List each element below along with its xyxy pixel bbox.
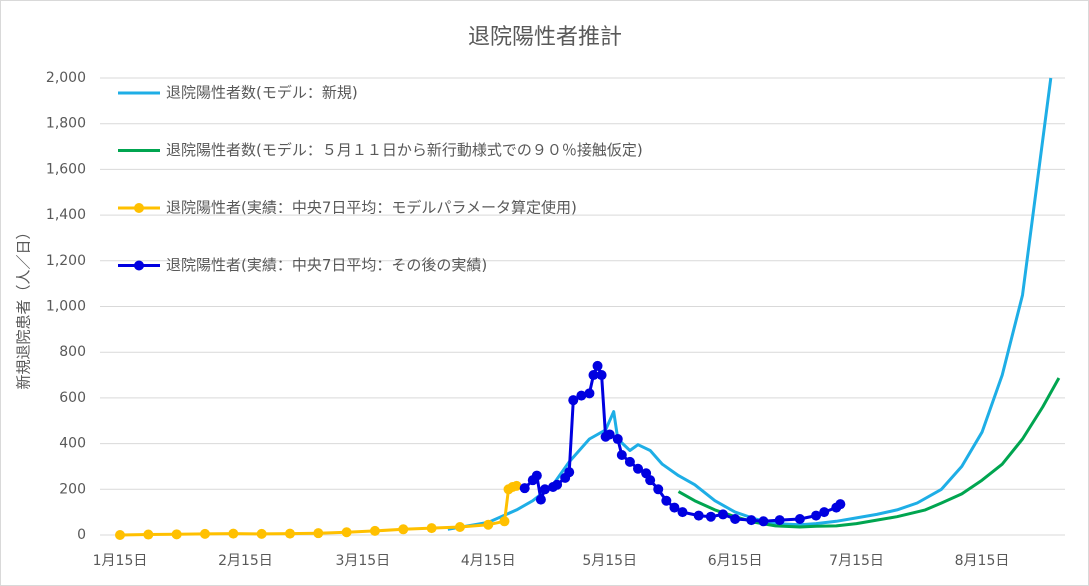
x-tick-label: 4月15日 <box>461 553 516 569</box>
data-point <box>171 529 182 540</box>
data-point <box>576 390 587 401</box>
data-point <box>758 516 769 527</box>
data-point <box>661 495 672 506</box>
legend-label: 退院陽性者(実績：中央7日平均：モデルパラメータ算定使用) <box>166 199 577 217</box>
x-tick-label: 8月15日 <box>955 553 1010 569</box>
data-point <box>705 511 716 522</box>
data-point <box>612 434 623 445</box>
data-point <box>199 528 210 539</box>
data-point <box>143 529 154 540</box>
data-point <box>794 514 805 525</box>
legend-label: 退院陽性者数(モデル：新規) <box>166 84 358 102</box>
chart-title: 退院陽性者推計 <box>468 25 622 50</box>
data-point <box>669 502 680 513</box>
data-point <box>115 530 125 540</box>
data-point <box>774 515 785 526</box>
data-point <box>596 370 607 381</box>
y-tick-label: 1,600 <box>46 161 86 177</box>
y-tick-label: 0 <box>77 527 86 543</box>
y-tick-label: 1,000 <box>46 299 86 315</box>
data-point <box>592 360 603 371</box>
x-tick-label: 5月15日 <box>582 553 637 569</box>
data-point <box>499 516 510 527</box>
legend-label: 退院陽性者(実績：中央7日平均：その後の実績) <box>166 256 487 274</box>
data-point <box>624 456 635 467</box>
data-point <box>568 395 579 406</box>
legend-marker <box>134 203 144 213</box>
data-point <box>633 463 644 474</box>
data-point <box>564 467 575 478</box>
data-point <box>511 480 522 491</box>
x-tick-label: 2月15日 <box>218 553 273 569</box>
data-point <box>653 484 664 495</box>
data-point <box>819 507 830 518</box>
series-line <box>447 77 1053 531</box>
data-point <box>531 470 542 481</box>
x-tick-label: 1月15日 <box>93 553 148 569</box>
data-point <box>483 519 494 530</box>
y-tick-label: 1,800 <box>46 116 86 132</box>
x-tick-label: 7月15日 <box>829 553 884 569</box>
y-axis-label: 新規退院患者（人／日） <box>15 224 33 389</box>
data-point <box>454 522 465 533</box>
data-point <box>228 528 239 539</box>
data-point <box>746 515 757 526</box>
data-point <box>616 450 627 461</box>
data-point <box>369 525 380 536</box>
data-point <box>588 370 599 381</box>
data-point <box>341 527 352 538</box>
data-point <box>604 429 615 440</box>
data-point <box>552 479 563 490</box>
y-tick-label: 800 <box>59 344 86 360</box>
data-point <box>645 475 656 486</box>
data-point <box>398 524 409 535</box>
data-point <box>313 528 324 539</box>
y-tick-label: 400 <box>59 436 86 452</box>
data-point <box>256 528 267 539</box>
legend-label: 退院陽性者数(モデル：５月１１日から新行動様式での９０％接触仮定) <box>166 141 643 159</box>
x-tick-label: 3月15日 <box>335 553 390 569</box>
data-point <box>835 499 846 510</box>
y-tick-label: 600 <box>59 390 86 406</box>
legend-marker <box>134 260 144 271</box>
data-point <box>426 523 437 534</box>
data-point <box>811 510 822 521</box>
data-point <box>677 507 688 518</box>
data-point <box>519 483 530 494</box>
y-tick-label: 1,200 <box>46 253 86 269</box>
y-tick-label: 200 <box>59 481 86 497</box>
data-point <box>730 514 741 525</box>
data-point <box>284 528 295 539</box>
y-tick-label: 2,000 <box>46 70 86 86</box>
data-point <box>535 494 546 505</box>
data-point <box>693 510 704 521</box>
y-tick-label: 1,400 <box>46 207 86 223</box>
data-point <box>717 509 728 520</box>
x-tick-label: 6月15日 <box>708 553 763 569</box>
data-point <box>584 388 595 399</box>
data-point <box>539 484 550 495</box>
